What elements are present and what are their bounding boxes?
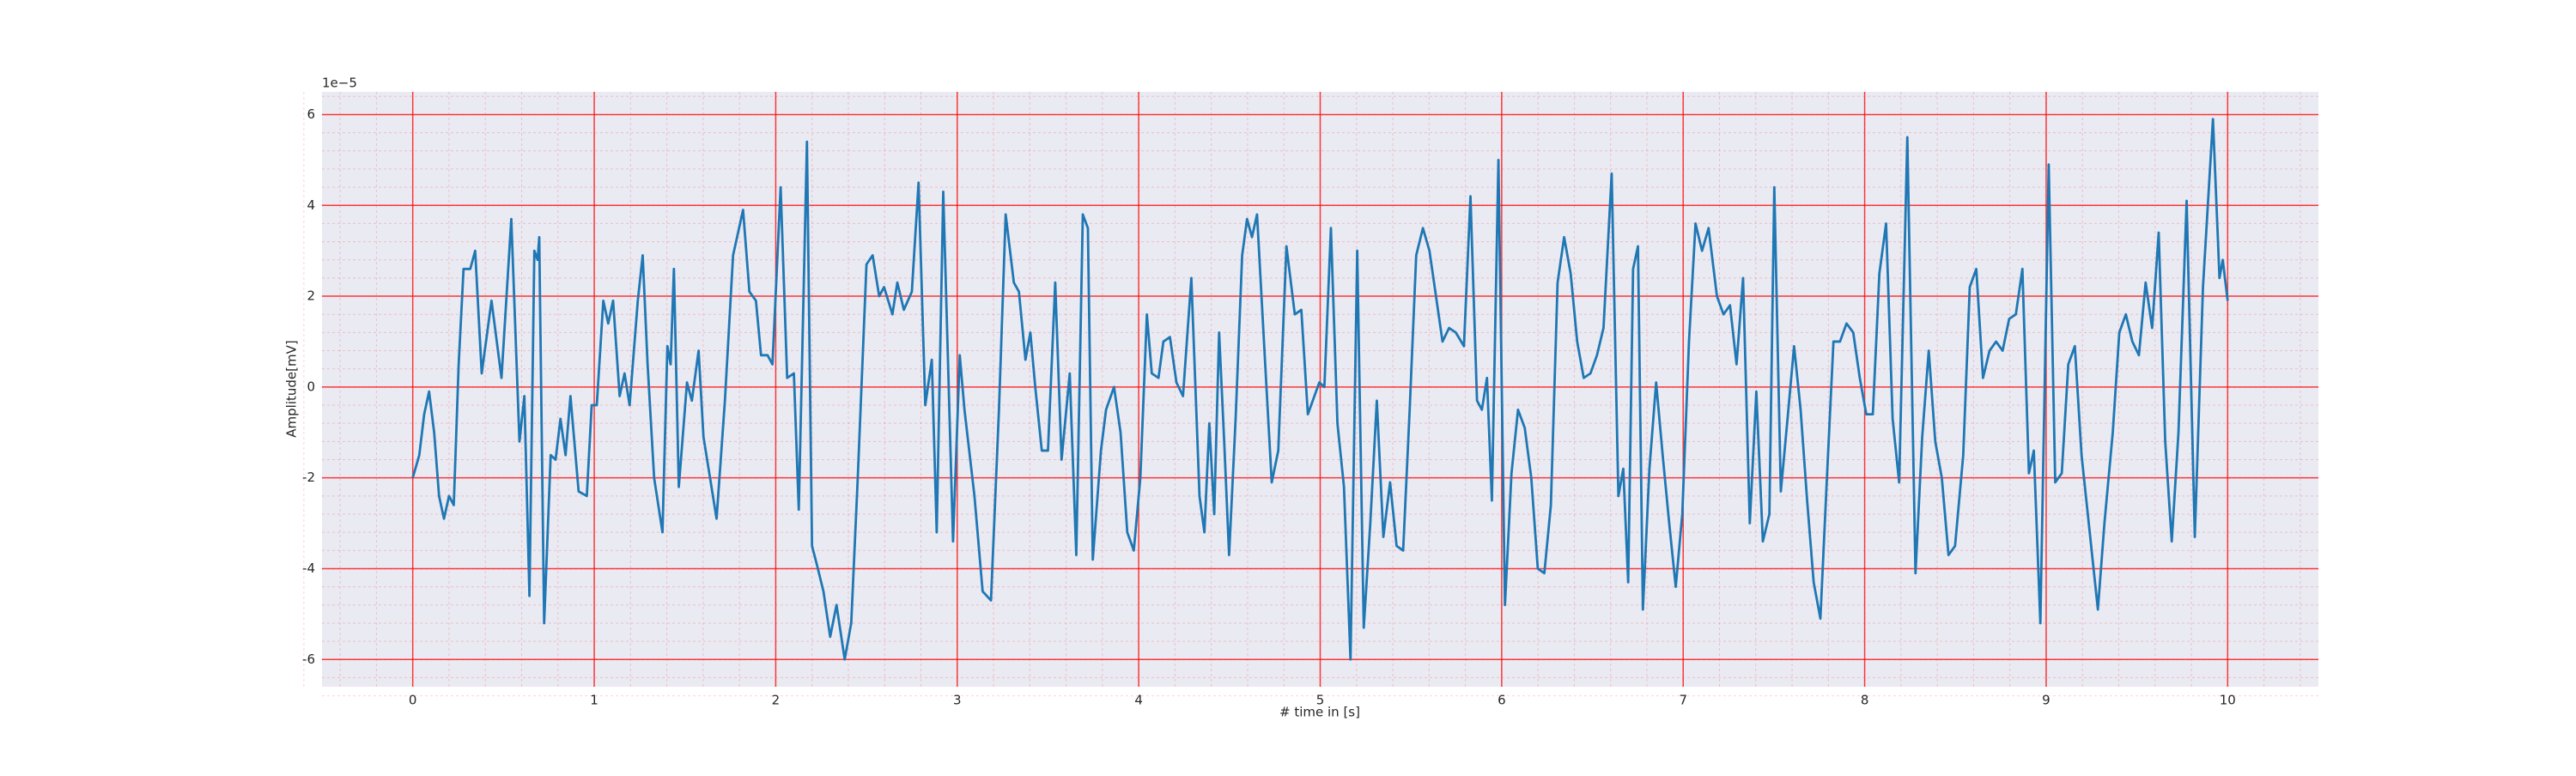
x-tick-label: 9 — [2042, 693, 2050, 708]
x-axis-label: # time in [s] — [1279, 705, 1360, 720]
y-tick-label: 2 — [307, 288, 315, 304]
y-tick-label: 6 — [307, 106, 315, 122]
x-tick-label: 3 — [953, 693, 962, 708]
x-tick-label: 6 — [1498, 693, 1506, 708]
plot-marks — [411, 118, 2229, 661]
x-tick-label: 1 — [590, 693, 598, 708]
y-axis-label: Amplitude[mV] — [284, 340, 300, 437]
x-tick-label: 7 — [1679, 693, 1687, 708]
x-tick-label: 4 — [1134, 693, 1143, 708]
y-tick-label: 4 — [307, 197, 315, 213]
x-tick-label: 0 — [409, 693, 417, 708]
x-tick-label: 8 — [1861, 693, 1869, 708]
signal-line — [411, 118, 2229, 661]
x-tick-label: 10 — [2220, 693, 2236, 708]
x-tick-label: 5 — [1316, 693, 1325, 708]
y-tick-label: 0 — [307, 379, 315, 394]
y-tick-label: -6 — [302, 652, 315, 667]
y-tick-label: -2 — [302, 470, 315, 485]
y-offset-label: 1e−5 — [322, 76, 357, 91]
x-tick-label: 2 — [772, 693, 781, 708]
y-tick-label: -4 — [302, 561, 315, 576]
